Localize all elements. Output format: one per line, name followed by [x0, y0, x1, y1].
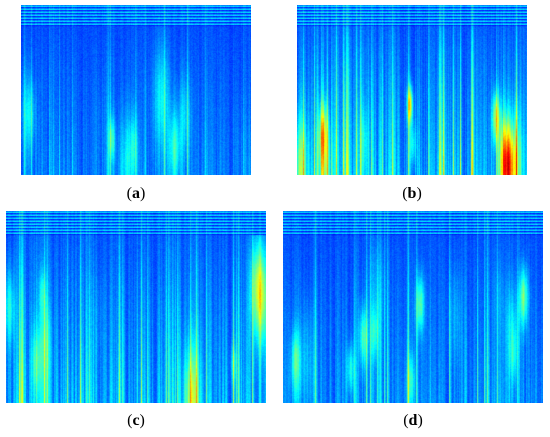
caption-a: (a) — [126, 185, 146, 202]
spectrogram-canvas-b — [297, 5, 527, 175]
caption-letter-b: b — [407, 185, 417, 202]
caption-b: (b) — [402, 185, 422, 202]
caption-letter-a: a — [132, 185, 140, 202]
spectrogram-canvas-a — [21, 5, 251, 175]
caption-d: (d) — [403, 412, 423, 429]
spectrogram-b — [297, 5, 527, 175]
spectrogram-d — [283, 211, 543, 403]
spectrogram-canvas-d — [283, 211, 543, 403]
caption-letter-d: d — [408, 412, 418, 429]
caption-c: (c) — [127, 412, 145, 429]
caption-letter-c: c — [132, 412, 140, 429]
spectrogram-canvas-c — [6, 211, 266, 403]
spectrogram-c — [6, 211, 266, 403]
spectrogram-a — [21, 5, 251, 175]
